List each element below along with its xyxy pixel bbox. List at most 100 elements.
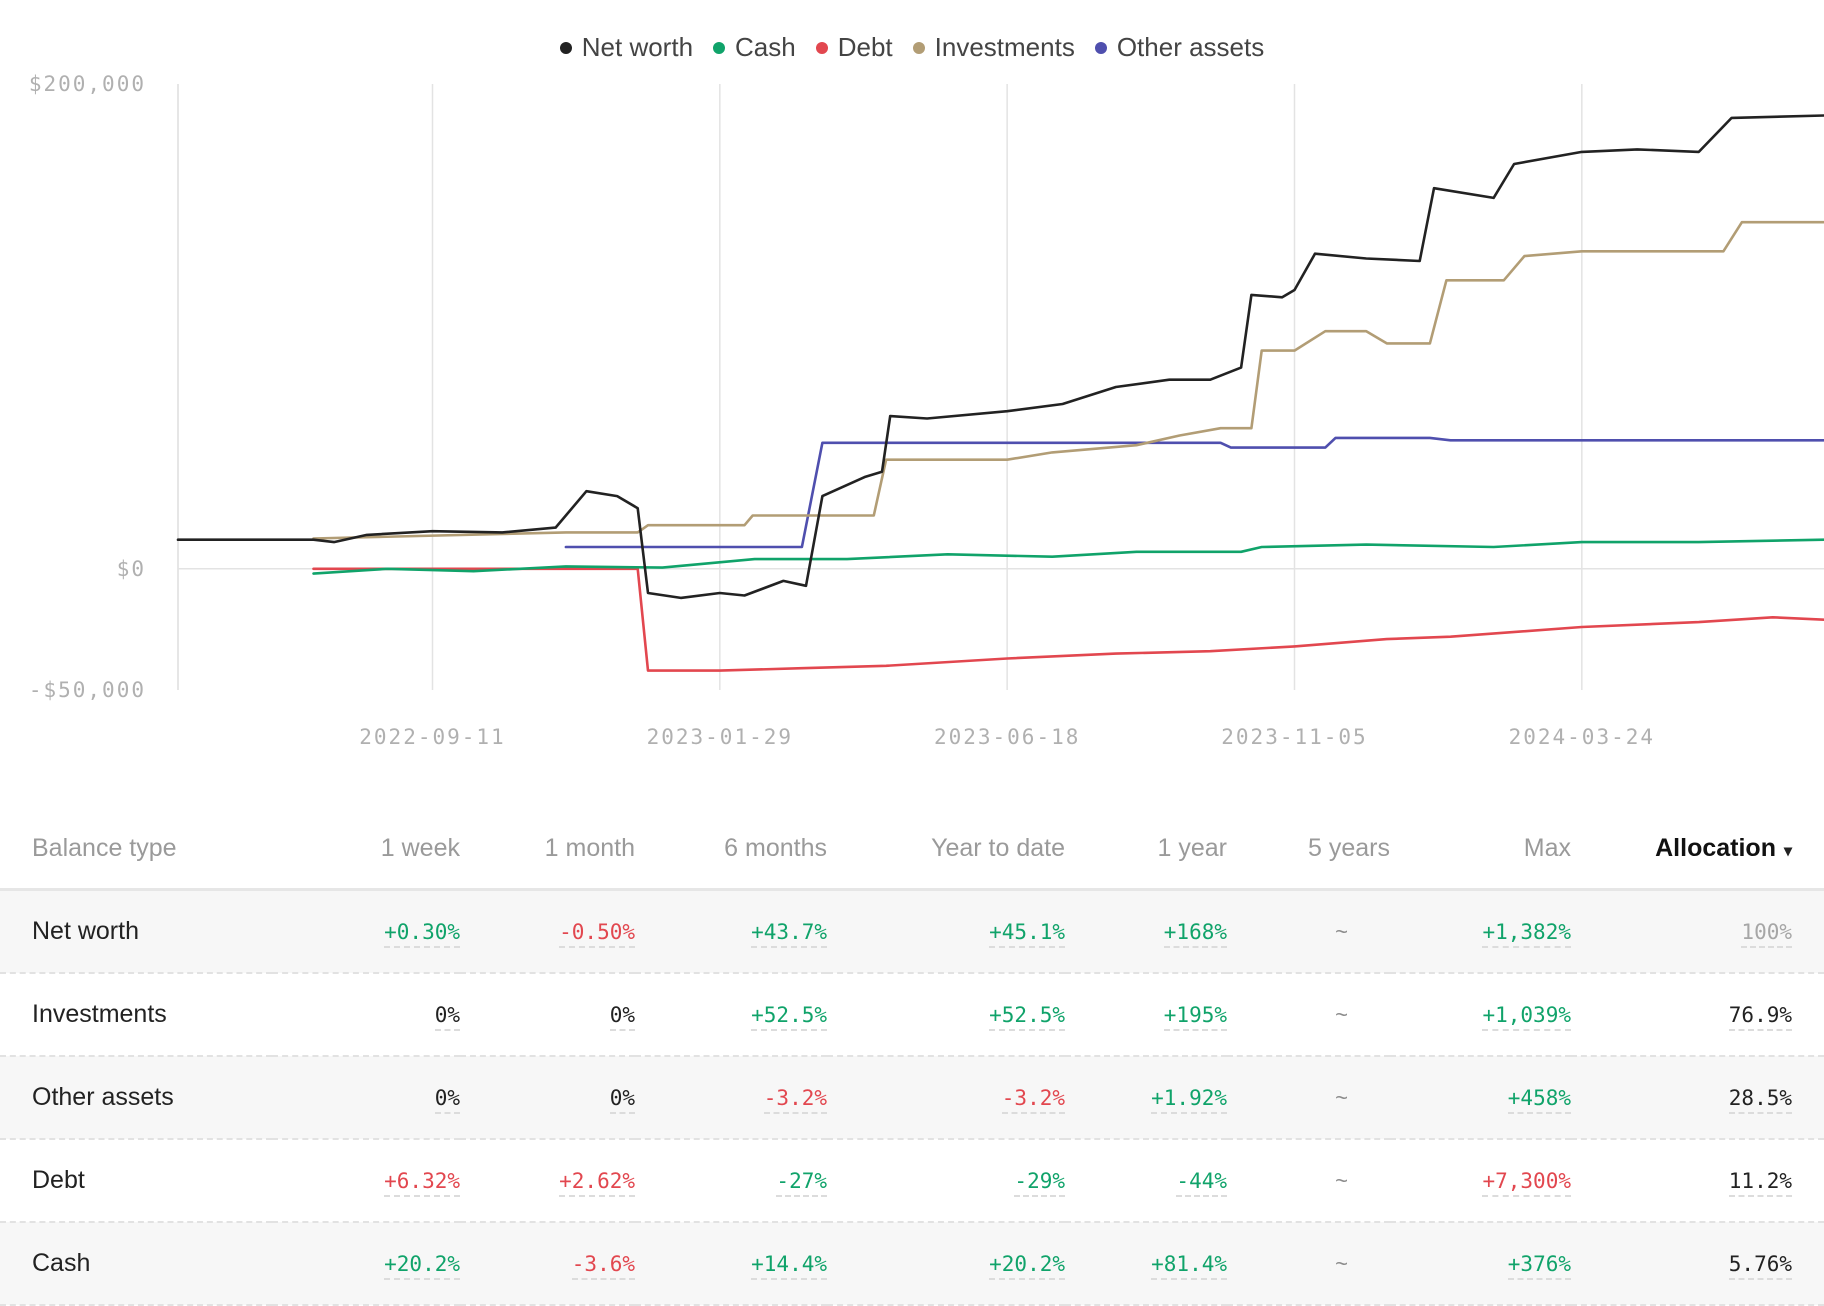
change-value[interactable]: +20.2% bbox=[384, 1252, 460, 1280]
net-worth-chart: Net worth Cash Debt Investments Other as… bbox=[0, 0, 1824, 790]
table-cell: +1.92% bbox=[1065, 1056, 1227, 1139]
table-cell: +1,039% bbox=[1390, 973, 1571, 1056]
table-cell: 76.9% bbox=[1571, 973, 1824, 1056]
change-value[interactable]: -29% bbox=[1014, 1169, 1065, 1197]
change-value[interactable]: +7,300% bbox=[1482, 1169, 1571, 1197]
table-header-row: Balance type 1 week 1 month 6 months Yea… bbox=[0, 808, 1824, 890]
sort-desc-icon: ▾ bbox=[1784, 843, 1792, 860]
row-label: Investments bbox=[0, 973, 272, 1056]
change-value[interactable]: +20.2% bbox=[989, 1252, 1065, 1280]
change-value[interactable]: +376% bbox=[1508, 1252, 1571, 1280]
change-value[interactable]: -3.6% bbox=[572, 1252, 635, 1280]
series-line-debt[interactable] bbox=[314, 569, 1824, 671]
change-value[interactable]: -3.2% bbox=[1002, 1086, 1065, 1114]
y-tick-label: -$50,000 bbox=[29, 678, 146, 702]
column-header-balance-type[interactable]: Balance type bbox=[0, 808, 272, 890]
table-cell: ~ bbox=[1227, 1139, 1390, 1222]
series-line-net-worth[interactable] bbox=[178, 116, 1824, 598]
not-available-value: ~ bbox=[1335, 1168, 1390, 1193]
change-value[interactable]: 11.2% bbox=[1729, 1169, 1792, 1197]
change-value[interactable]: +6.32% bbox=[384, 1169, 460, 1197]
not-available-value: ~ bbox=[1335, 1251, 1390, 1276]
change-value[interactable]: 0% bbox=[610, 1086, 635, 1114]
row-label: Cash bbox=[0, 1222, 272, 1305]
change-value[interactable]: +52.5% bbox=[989, 1003, 1065, 1031]
table-cell: +1,382% bbox=[1390, 890, 1571, 974]
table-row[interactable]: Cash +20.2% -3.6% +14.4% +20.2% +81.4% ~ +376% 5… bbox=[0, 1222, 1824, 1305]
column-header-5-years[interactable]: 5 years bbox=[1227, 808, 1390, 890]
change-value[interactable]: +52.5% bbox=[751, 1003, 827, 1031]
not-available-value: ~ bbox=[1335, 1002, 1390, 1027]
change-value[interactable]: +81.4% bbox=[1151, 1252, 1227, 1280]
change-value[interactable]: +45.1% bbox=[989, 920, 1065, 948]
column-header-max[interactable]: Max bbox=[1390, 808, 1571, 890]
table-cell: -29% bbox=[827, 1139, 1065, 1222]
table-cell: +195% bbox=[1065, 973, 1227, 1056]
table-row[interactable]: Investments 0% 0% +52.5% +52.5% +195% ~ +1,039%… bbox=[0, 973, 1824, 1056]
row-label: Net worth bbox=[0, 890, 272, 974]
table-row[interactable]: Net worth +0.30% -0.50% +43.7% +45.1% +168%~ +… bbox=[0, 890, 1824, 974]
change-value[interactable]: +458% bbox=[1508, 1086, 1571, 1114]
column-header-year-to-date[interactable]: Year to date bbox=[827, 808, 1065, 890]
table-cell: -3.2% bbox=[635, 1056, 827, 1139]
table-cell: +52.5% bbox=[635, 973, 827, 1056]
row-label: Other assets bbox=[0, 1056, 272, 1139]
change-value[interactable]: 76.9% bbox=[1729, 1003, 1792, 1031]
change-value[interactable]: -27% bbox=[776, 1169, 827, 1197]
x-tick-label: 2023-01-29 bbox=[647, 725, 793, 749]
y-tick-label: $200,000 bbox=[29, 72, 146, 96]
table-cell: +81.4% bbox=[1065, 1222, 1227, 1305]
row-label: Debt bbox=[0, 1139, 272, 1222]
table-cell: +0.30% bbox=[272, 890, 460, 974]
table-cell: 0% bbox=[272, 973, 460, 1056]
change-value[interactable]: +1,382% bbox=[1482, 920, 1571, 948]
change-value[interactable]: +195% bbox=[1164, 1003, 1227, 1031]
column-header-1-month[interactable]: 1 month bbox=[460, 808, 635, 890]
balance-table: Balance type 1 week 1 month 6 months Yea… bbox=[0, 808, 1824, 1306]
table-cell: -3.6% bbox=[460, 1222, 635, 1305]
change-value[interactable]: +168% bbox=[1164, 920, 1227, 948]
column-header-1-year[interactable]: 1 year bbox=[1065, 808, 1227, 890]
change-value[interactable]: +1.92% bbox=[1151, 1086, 1227, 1114]
change-value[interactable]: 100% bbox=[1741, 920, 1792, 948]
table-cell: ~ bbox=[1227, 1222, 1390, 1305]
series-line-investments[interactable] bbox=[314, 222, 1824, 538]
table-row[interactable]: Debt +6.32% +2.62% -27% -29% -44% ~ +7,300% 11.2… bbox=[0, 1139, 1824, 1222]
table-cell: 11.2% bbox=[1571, 1139, 1824, 1222]
table-cell: +14.4% bbox=[635, 1222, 827, 1305]
table-cell: +7,300% bbox=[1390, 1139, 1571, 1222]
table-cell: 28.5% bbox=[1571, 1056, 1824, 1139]
change-value[interactable]: +2.62% bbox=[559, 1169, 635, 1197]
change-value[interactable]: +0.30% bbox=[384, 920, 460, 948]
change-value[interactable]: +14.4% bbox=[751, 1252, 827, 1280]
column-header-allocation[interactable]: Allocation▾ bbox=[1571, 808, 1824, 890]
table-cell: +52.5% bbox=[827, 973, 1065, 1056]
x-tick-label: 2023-11-05 bbox=[1221, 725, 1367, 749]
change-value[interactable]: +43.7% bbox=[751, 920, 827, 948]
change-value[interactable]: 0% bbox=[435, 1003, 460, 1031]
table-cell: 100% bbox=[1571, 890, 1824, 974]
series-line-other-assets[interactable] bbox=[566, 438, 1824, 547]
change-value[interactable]: +1,039% bbox=[1482, 1003, 1571, 1031]
table-cell: +376% bbox=[1390, 1222, 1571, 1305]
table-body: Net worth+0.30%-0.50%+43.7%+45.1%+168%~+… bbox=[0, 890, 1824, 1306]
change-value[interactable]: 5.76% bbox=[1729, 1252, 1792, 1280]
column-header-1-week[interactable]: 1 week bbox=[272, 808, 460, 890]
change-value[interactable]: -0.50% bbox=[559, 920, 635, 948]
table-cell: -27% bbox=[635, 1139, 827, 1222]
table-cell: +20.2% bbox=[272, 1222, 460, 1305]
table-cell: ~ bbox=[1227, 890, 1390, 974]
change-value[interactable]: 0% bbox=[435, 1086, 460, 1114]
table-row[interactable]: Other assets 0% 0% -3.2% -3.2% +1.92% ~ +458% 28… bbox=[0, 1056, 1824, 1139]
change-value[interactable]: -44% bbox=[1176, 1169, 1227, 1197]
not-available-value: ~ bbox=[1335, 1085, 1390, 1110]
table-cell: +168% bbox=[1065, 890, 1227, 974]
change-value[interactable]: 28.5% bbox=[1729, 1086, 1792, 1114]
change-value[interactable]: 0% bbox=[610, 1003, 635, 1031]
column-header-6-months[interactable]: 6 months bbox=[635, 808, 827, 890]
table-cell: -3.2% bbox=[827, 1056, 1065, 1139]
change-value[interactable]: -3.2% bbox=[764, 1086, 827, 1114]
table-cell: -0.50% bbox=[460, 890, 635, 974]
table-cell: ~ bbox=[1227, 1056, 1390, 1139]
